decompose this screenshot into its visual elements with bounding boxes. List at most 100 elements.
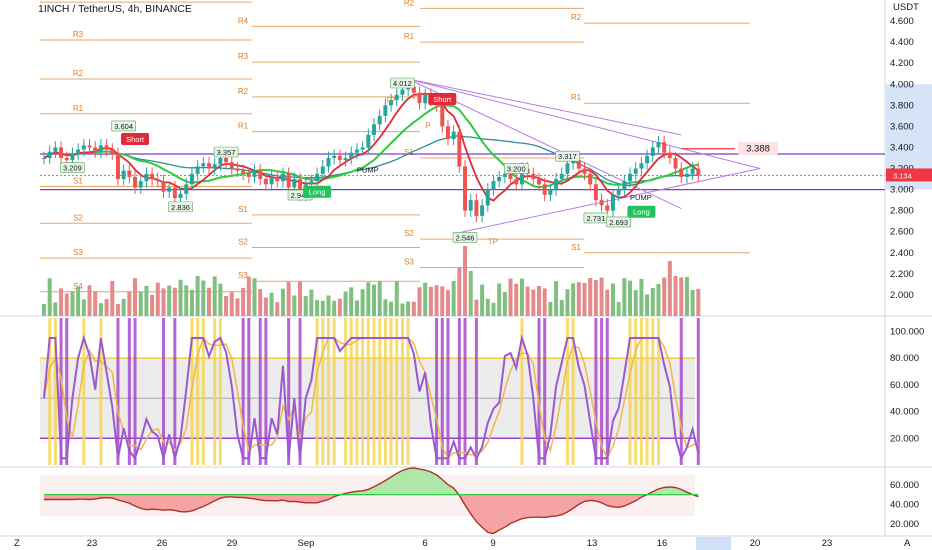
volume-bar — [559, 300, 564, 316]
price-axis-label: 3.000 — [890, 185, 914, 196]
candle-body — [178, 193, 183, 199]
candle-body — [366, 134, 371, 148]
volume-bar — [514, 283, 519, 316]
candle-body — [138, 181, 143, 188]
time-axis-label: 16 — [657, 538, 668, 549]
volume-bar — [64, 293, 69, 316]
candle-body — [480, 205, 485, 216]
candle-body — [298, 179, 303, 195]
volume-bar — [525, 286, 530, 316]
oversold-marker — [696, 318, 700, 465]
current-price-badge — [886, 168, 932, 182]
long-signal: Long — [633, 208, 650, 217]
volume-bar — [531, 289, 536, 316]
oversold-marker — [59, 318, 63, 465]
overbought-marker — [326, 318, 330, 465]
volume-bar — [178, 279, 183, 316]
volume-bar — [121, 298, 126, 316]
candle-body — [332, 155, 337, 158]
candle-body — [110, 149, 115, 154]
volume-bar — [377, 280, 382, 316]
candle-body — [161, 181, 166, 192]
oversold-marker — [161, 318, 165, 465]
candle-body — [662, 142, 667, 153]
overbought-marker — [565, 318, 569, 465]
volume-bar — [440, 286, 445, 316]
volume-bar — [184, 285, 189, 316]
volume-bar — [417, 287, 422, 316]
candle-body — [81, 145, 86, 150]
overbought-marker — [315, 318, 319, 465]
volume-bar — [150, 294, 155, 316]
volume-bar — [246, 276, 251, 316]
volume-bar — [389, 301, 394, 316]
overbought-marker — [344, 318, 348, 465]
overbought-marker — [645, 318, 649, 465]
candle-body — [87, 145, 92, 148]
candle-body — [47, 151, 52, 158]
volume-bar — [519, 278, 524, 316]
pump-label: PUMP — [357, 166, 379, 175]
candle-body — [337, 155, 342, 161]
candle-body — [42, 158, 46, 159]
volume-bar — [155, 282, 160, 316]
candle-body — [582, 168, 587, 174]
volume-bar — [491, 302, 496, 316]
price-axis-label: 2.800 — [890, 206, 914, 217]
oversold-marker — [247, 318, 251, 465]
volume-bar — [207, 287, 211, 316]
oversold-marker — [679, 318, 683, 465]
candle-body — [593, 184, 598, 201]
oversold-marker — [127, 318, 131, 465]
osc-axis-label: 20.000 — [890, 519, 919, 530]
volume-bar — [593, 280, 598, 316]
volume-bar — [212, 276, 217, 316]
overbought-marker — [355, 318, 359, 465]
candle-body — [172, 187, 177, 199]
volume-bar — [633, 290, 638, 316]
candle-body — [315, 173, 320, 182]
time-axis-label: 29 — [227, 538, 238, 549]
volume-bar — [554, 281, 559, 316]
volume-bar — [104, 298, 109, 316]
candle-body — [53, 147, 58, 152]
oversold-marker — [435, 318, 439, 465]
volume-bar — [70, 291, 75, 316]
volume-bar — [588, 278, 593, 316]
candle-body — [542, 184, 547, 195]
time-axis-label: 20 — [750, 538, 761, 549]
pivot-level-label: R2 — [404, 0, 415, 7]
oversold-marker — [241, 318, 245, 465]
candle-body — [360, 147, 365, 150]
volume-bar — [354, 300, 359, 316]
candle-body — [93, 147, 98, 152]
volume-bar — [656, 283, 661, 316]
candle-body — [514, 179, 519, 185]
pivot-level-label: S3 — [404, 258, 414, 267]
volume-bar — [275, 302, 280, 316]
volume-bar — [133, 278, 138, 316]
overbought-marker — [634, 318, 638, 465]
pivot-level-label: S1 — [571, 243, 581, 252]
volume-bar — [480, 284, 485, 316]
volume-bar — [645, 294, 650, 316]
volume-bar — [497, 283, 502, 316]
candle-body — [269, 176, 274, 185]
osc-line — [44, 467, 699, 535]
volume-bar — [263, 297, 268, 316]
volume-bar — [53, 302, 58, 316]
volume-bar — [599, 277, 604, 316]
volume-bar — [372, 284, 376, 316]
oversold-marker — [463, 318, 467, 465]
candle-body — [417, 92, 422, 104]
pivot-value-label: 2.836 — [171, 203, 190, 212]
oversold-marker — [65, 318, 69, 465]
candle-body — [571, 160, 576, 164]
volume-bar — [673, 276, 678, 316]
trendline — [408, 78, 761, 235]
oversold-marker — [543, 318, 547, 465]
candle-body — [645, 155, 650, 164]
candle-body — [343, 158, 348, 161]
pivot-level-label: S1 — [404, 148, 414, 157]
